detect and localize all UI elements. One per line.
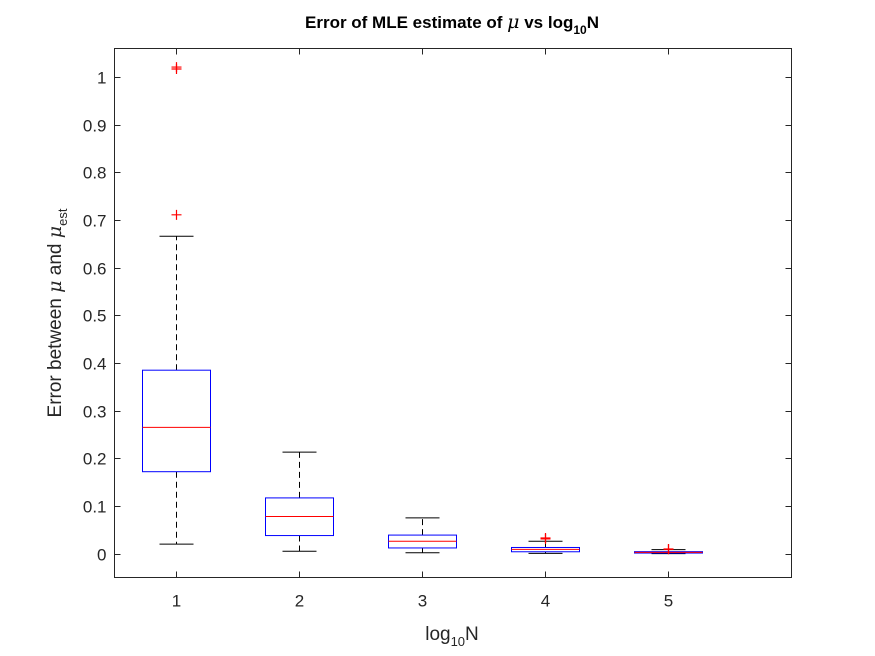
- outlier-marker: [171, 62, 182, 73]
- box-group-4: [511, 532, 580, 554]
- y-ticks: 0 0.1 0.2 0.3 0.4 0.5 0.6 0.7 0.8 0.9 1: [83, 69, 792, 565]
- plot-frame: [114, 48, 792, 578]
- boxes: [142, 62, 703, 555]
- x-tick-label: 4: [541, 592, 550, 611]
- iqr-box: [142, 369, 211, 473]
- chart-title: Error of MLE estimate of μ vs log10N: [305, 11, 599, 37]
- outlier-marker: [540, 532, 551, 543]
- box-group-5: [634, 544, 703, 555]
- y-tick-label: 0.9: [83, 117, 107, 136]
- box-group-3: [388, 517, 457, 554]
- x-axis-label: log10N: [425, 624, 479, 649]
- x-tick-label: 3: [418, 592, 427, 611]
- y-tick-label: 0.2: [83, 450, 107, 469]
- outlier-marker: [171, 209, 182, 220]
- y-axis-label: Error between μ and μest: [44, 208, 70, 417]
- y-tick-label: 0.4: [83, 355, 107, 374]
- x-tick-label: 1: [172, 592, 181, 611]
- y-tick-label: 0.3: [83, 403, 107, 422]
- box-group-1: [142, 62, 211, 545]
- y-tick-label: 0.6: [83, 260, 107, 279]
- y-tick-label: 0.7: [83, 212, 107, 231]
- y-tick-label: 0: [97, 546, 106, 565]
- y-tick-label: 0.8: [83, 164, 107, 183]
- x-tick-label: 2: [295, 592, 304, 611]
- x-tick-label: 5: [664, 592, 673, 611]
- y-tick-label: 1: [97, 69, 106, 88]
- y-tick-label: 0.5: [83, 307, 107, 326]
- box-group-2: [265, 451, 334, 552]
- outlier-marker: [663, 544, 674, 555]
- y-tick-label: 0.1: [83, 498, 107, 517]
- x-ticks: 1 2 3 4 5: [172, 48, 673, 611]
